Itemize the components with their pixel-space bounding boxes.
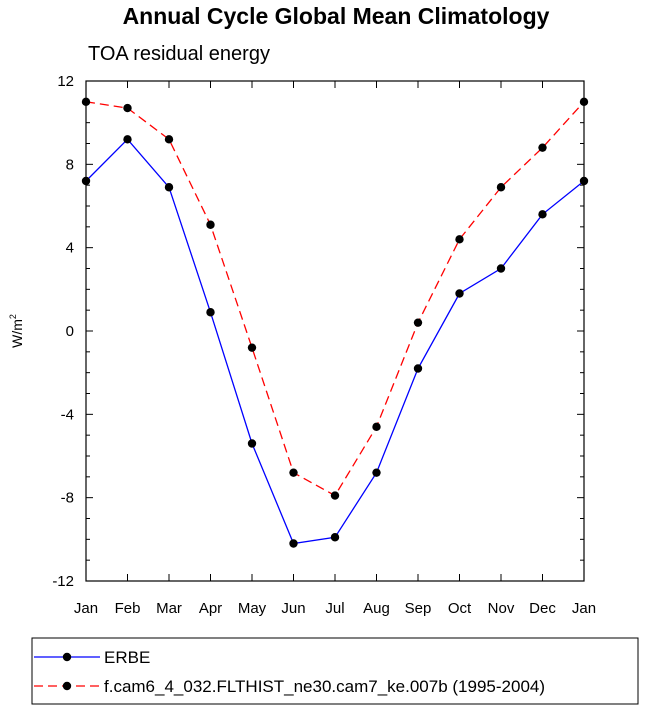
x-tick-label: Apr (199, 600, 222, 617)
y-tick-label: 12 (57, 73, 74, 90)
data-point-series-2 (123, 103, 132, 113)
series-line-1 (85, 138, 585, 545)
y-tick-label: 4 (66, 240, 74, 257)
x-tick-label: Feb (115, 600, 141, 617)
data-point-series-1 (289, 539, 298, 548)
y-tick-label: 8 (66, 156, 74, 173)
legend: ERBE f.cam6_4_032.FLTHIST_ne30.cam7_ke.00… (31, 637, 639, 705)
plot-area: -12 -8 -4 0 4 8 12 Jan Feb Mar Apr May Jun Jul Aug Sep O… (52, 73, 596, 617)
data-point-series-1 (455, 289, 464, 298)
x-tick-label: Oct (448, 600, 472, 617)
data-point-series-2 (455, 235, 464, 244)
data-point-series-1 (413, 364, 423, 373)
data-point-series-1 (247, 439, 257, 448)
data-point-series-2 (372, 422, 381, 432)
y-axis-label-superscript: 2 (8, 314, 18, 319)
data-point-series-1 (123, 135, 132, 144)
data-point-series-1 (496, 264, 506, 273)
x-tick-label: Jun (281, 600, 305, 617)
legend-marker-2 (62, 681, 72, 691)
x-tick-label: Jan (74, 600, 98, 617)
chart-title: Annual Cycle Global Mean Climatology (123, 3, 550, 29)
data-point-series-2 (330, 491, 340, 500)
y-tick-label: -8 (61, 490, 74, 507)
plot-frame (85, 80, 585, 582)
data-point-series-2 (496, 183, 506, 192)
x-tick-label: Aug (363, 600, 390, 617)
chart-subtitle: TOA residual energy (88, 43, 270, 65)
legend-box (31, 637, 639, 705)
data-point-series-2 (247, 343, 257, 352)
data-point-series-2 (538, 143, 547, 152)
data-point-series-1 (330, 533, 340, 542)
x-tick-label: Dec (529, 600, 556, 617)
data-point-series-1 (372, 468, 381, 477)
legend-marker-1 (62, 652, 72, 662)
y-axis-label: W/m2 (8, 314, 25, 348)
data-point-series-1 (206, 308, 215, 317)
y-tick-label: 0 (66, 323, 74, 340)
series-line-2 (85, 101, 585, 497)
x-tick-label: May (238, 600, 267, 617)
legend-label-1: ERBE (104, 648, 150, 667)
data-point-series-2 (164, 135, 174, 144)
x-tick-label: Nov (488, 600, 515, 617)
y-tick-label: -12 (52, 573, 74, 590)
data-point-series-1 (538, 210, 547, 219)
x-tick-label: Jul (325, 600, 344, 617)
data-point-series-1 (164, 183, 174, 192)
y-tick-label: -4 (61, 406, 74, 423)
legend-label-2: f.cam6_4_032.FLTHIST_ne30.cam7_ke.007b (… (104, 677, 545, 696)
y-axis-label-unit: W/m (9, 319, 25, 348)
x-tick-label: Mar (156, 600, 182, 617)
data-point-series-2 (289, 468, 298, 477)
x-tick-label: Sep (405, 600, 432, 617)
x-tick-label: Jan (572, 600, 596, 617)
data-point-series-2 (413, 318, 423, 327)
data-point-series-2 (206, 220, 215, 229)
